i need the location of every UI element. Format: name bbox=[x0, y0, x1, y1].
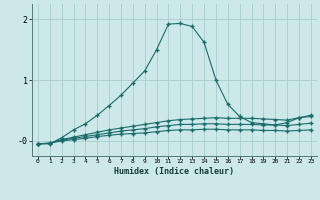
X-axis label: Humidex (Indice chaleur): Humidex (Indice chaleur) bbox=[115, 167, 234, 176]
